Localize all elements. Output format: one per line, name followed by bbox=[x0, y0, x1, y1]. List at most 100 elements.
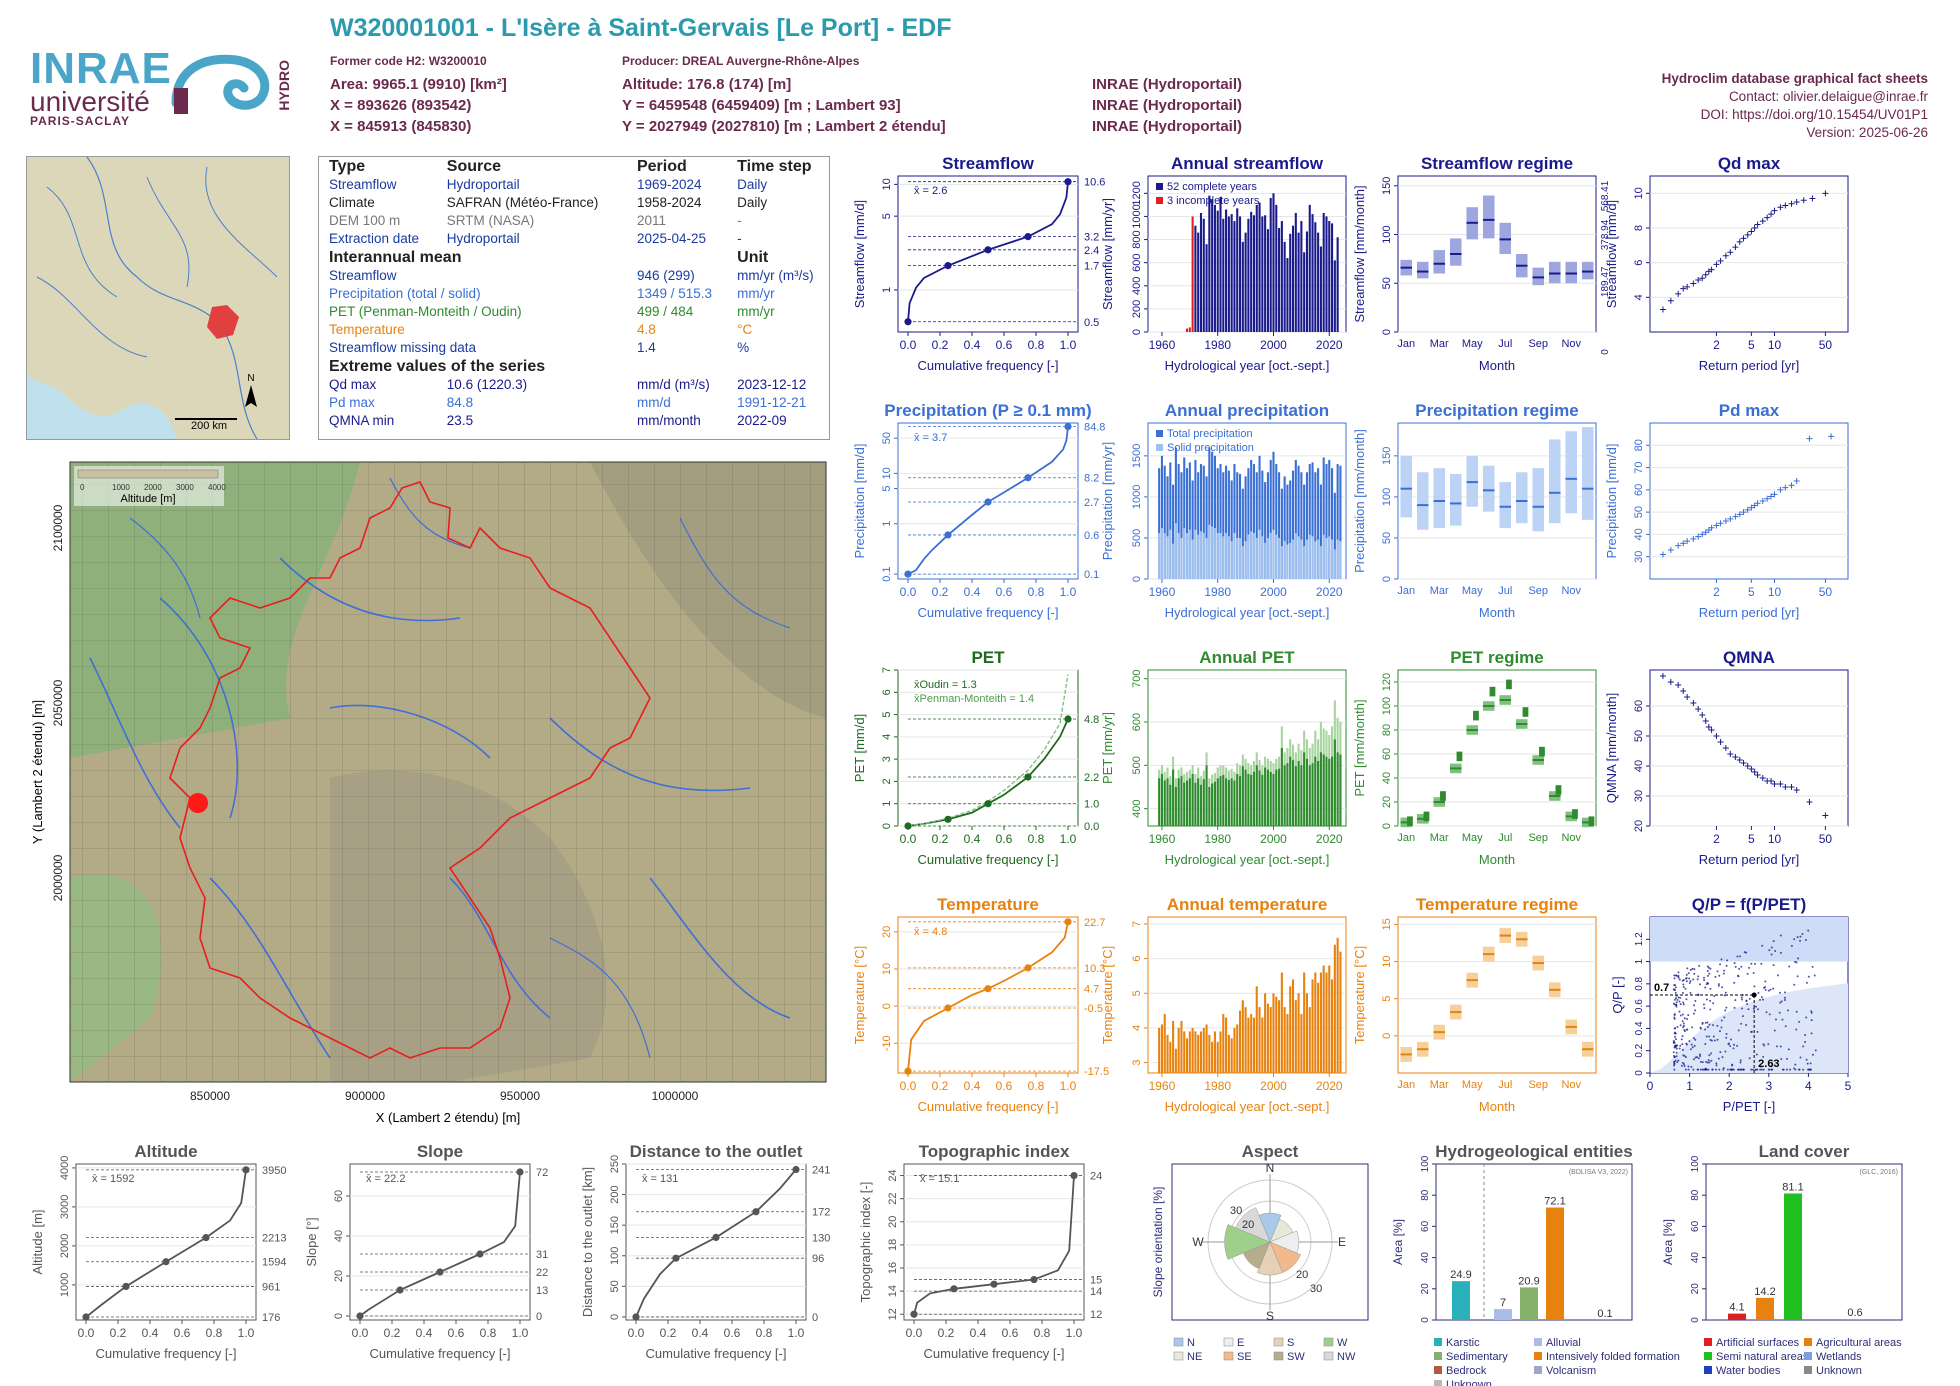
scatter-point bbox=[1754, 500, 1761, 507]
bar-solid bbox=[1255, 537, 1258, 579]
y-tick: 0 bbox=[881, 823, 893, 829]
month-tick: Jul bbox=[1498, 1079, 1512, 1091]
right-label: 3950 bbox=[262, 1165, 286, 1177]
interannual-title: Interannual mean bbox=[329, 249, 462, 266]
qp-point bbox=[1738, 967, 1741, 970]
qp-point bbox=[1770, 946, 1773, 949]
qp-point bbox=[1697, 1057, 1700, 1060]
mean-unit: % bbox=[737, 340, 750, 355]
bar bbox=[1264, 215, 1267, 332]
source-period: 1969-2024 bbox=[636, 177, 702, 192]
y-tick: 3000 bbox=[59, 1195, 71, 1219]
qp-point bbox=[1737, 1068, 1740, 1071]
chart-ylabel: Streamflow [mm/month] bbox=[1352, 185, 1367, 322]
bar bbox=[1278, 1000, 1281, 1073]
bar bbox=[1244, 232, 1247, 332]
cdf-point bbox=[1064, 918, 1072, 926]
qp-point bbox=[1673, 1003, 1676, 1006]
x-tick: 5 bbox=[1748, 832, 1755, 846]
bar bbox=[1294, 1000, 1297, 1073]
chart-xlabel: Cumulative frequency [-] bbox=[918, 358, 1059, 373]
bar-solid bbox=[1280, 546, 1283, 579]
y-tick: 5 bbox=[1381, 996, 1393, 1002]
bar-solid bbox=[1188, 529, 1191, 579]
qp-point bbox=[1699, 1053, 1702, 1056]
bar-solid bbox=[1325, 537, 1328, 579]
qp-point bbox=[1726, 959, 1729, 962]
map-xlabel: X (Lambert 2 étendu) [m] bbox=[376, 1110, 521, 1125]
scatter-point bbox=[1736, 238, 1743, 245]
bar bbox=[1255, 986, 1258, 1073]
bar bbox=[1250, 1014, 1253, 1073]
y-tick: 24 bbox=[887, 1169, 899, 1181]
y-tick: 10 bbox=[1381, 955, 1393, 967]
qp-point bbox=[1807, 929, 1810, 932]
cdf-point bbox=[904, 570, 912, 578]
cdf-point bbox=[984, 246, 992, 254]
qp-point bbox=[1692, 1058, 1695, 1061]
right-label: 241 bbox=[812, 1165, 830, 1177]
compass-label: S bbox=[1266, 1309, 1274, 1323]
month-tick: Jul bbox=[1498, 585, 1512, 597]
x-lambert2: X = 845913 (845830) bbox=[330, 118, 472, 135]
qp-point bbox=[1710, 1039, 1713, 1042]
bar bbox=[1317, 761, 1320, 826]
qp-point bbox=[1804, 939, 1807, 942]
x-tick: 1980 bbox=[1204, 585, 1231, 599]
qp-point bbox=[1799, 1056, 1802, 1059]
x-tick: 1960 bbox=[1149, 1079, 1176, 1093]
credits-doi[interactable]: DOI: https://doi.org/10.15454/UV01P1 bbox=[1700, 107, 1928, 122]
bar bbox=[1208, 195, 1211, 332]
qp-point bbox=[1783, 991, 1786, 994]
bar-solid bbox=[1305, 539, 1309, 579]
scatter-point bbox=[1777, 204, 1784, 211]
bar bbox=[1238, 776, 1242, 826]
bar bbox=[1252, 464, 1256, 579]
cdf-point bbox=[122, 1282, 130, 1291]
chart-xlabel: Cumulative frequency [-] bbox=[918, 1099, 1059, 1114]
credits-contact[interactable]: Contact: olivier.delaigue@inrae.fr bbox=[1728, 89, 1928, 104]
scatter-point bbox=[1702, 718, 1709, 724]
x-tick: 0.0 bbox=[900, 338, 917, 352]
qp-point bbox=[1687, 1014, 1690, 1017]
qp-point bbox=[1760, 996, 1763, 999]
source-step: - bbox=[737, 231, 742, 246]
qp-point bbox=[1714, 975, 1717, 978]
qp-point bbox=[1673, 977, 1676, 980]
mean-name: Streamflow bbox=[329, 268, 397, 283]
y-tick: 700 bbox=[1131, 669, 1143, 687]
bar bbox=[1331, 468, 1334, 579]
qp-point bbox=[1774, 950, 1777, 953]
qp-point bbox=[1676, 1025, 1679, 1028]
x-tick: 0.8 bbox=[480, 1326, 497, 1340]
bar-solid bbox=[1216, 533, 1219, 579]
bar bbox=[1172, 1021, 1175, 1073]
qp-point bbox=[1760, 962, 1763, 965]
chart-ylabel: Streamflow [mm/yr] bbox=[1100, 198, 1115, 310]
qp-point bbox=[1731, 1063, 1734, 1066]
bar bbox=[1247, 774, 1250, 826]
legend-swatch bbox=[1173, 1337, 1184, 1347]
bar bbox=[1319, 752, 1322, 826]
chart-topo_cdf: Topographic index Cumulative frequency [-… bbox=[858, 1142, 1102, 1361]
legend-entry: Wetlands bbox=[1816, 1351, 1862, 1363]
qp-point bbox=[1687, 972, 1690, 975]
map-alt-tick: 0 bbox=[80, 483, 85, 492]
qp-point bbox=[1673, 1032, 1676, 1035]
source-note: (BDLISA V3, 2022) bbox=[1569, 1169, 1628, 1176]
bar-solid bbox=[1252, 533, 1256, 579]
locator-map: 200 km N bbox=[26, 156, 290, 440]
y-tick: 500 bbox=[1131, 529, 1143, 547]
north-label: N bbox=[247, 373, 254, 384]
mean-value: 946 (299) bbox=[636, 268, 695, 283]
qp-point bbox=[1743, 951, 1746, 954]
month-tick: Sep bbox=[1528, 338, 1548, 350]
bar bbox=[1188, 778, 1191, 826]
qp-point bbox=[1685, 976, 1688, 979]
mean-label: x̄ = 4.8 bbox=[914, 926, 947, 938]
qp-point bbox=[1755, 1068, 1758, 1071]
qp-point bbox=[1673, 998, 1676, 1001]
scatter-point bbox=[1722, 252, 1729, 259]
cdf-point bbox=[356, 1312, 364, 1320]
